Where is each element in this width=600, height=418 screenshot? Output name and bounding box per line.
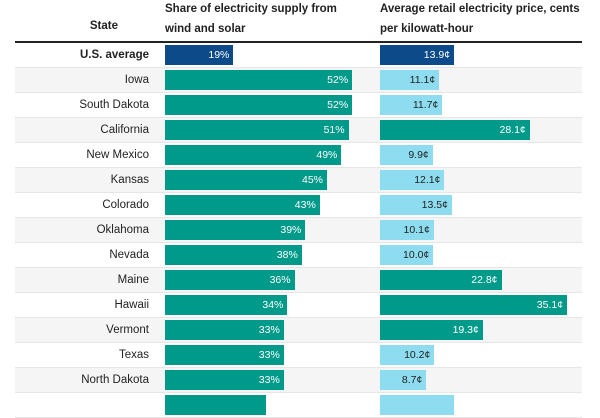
state-label: South Dakota	[79, 99, 149, 111]
price-bar: 9.9¢	[380, 145, 433, 165]
share-bar: 52%	[165, 95, 353, 115]
table-body: U.S. average 19% 13.9¢ Iowa 52% 11.1¢ South Da…	[15, 43, 582, 418]
price-bar: 19.3¢	[380, 320, 483, 340]
price-bar: 10.0¢	[380, 245, 434, 265]
price-bar: 28.1¢	[380, 120, 530, 140]
share-bar: 45%	[165, 170, 327, 190]
state-label: Oklahoma	[96, 224, 149, 236]
state-label: California	[100, 124, 149, 136]
header-share: Share of electricity supply from wind an…	[165, 3, 337, 35]
share-bar: 36%	[165, 270, 295, 290]
share-bar: 38%	[165, 245, 302, 265]
share-bar: 33%	[165, 320, 284, 340]
header-price: Average retail electricity price, cents …	[380, 3, 580, 35]
header-state: State	[89, 20, 118, 32]
state-label: Colorado	[102, 199, 149, 211]
table-row: North Dakota 33% 8.7¢	[15, 368, 582, 393]
state-label: Maine	[117, 274, 149, 286]
table-row: Colorado 43% 13.5¢	[15, 193, 582, 218]
price-bar: 22.8¢	[380, 270, 502, 290]
share-bar: 34%	[165, 295, 288, 315]
average-row: U.S. average 19% 13.9¢	[15, 43, 582, 68]
header-rule	[15, 41, 582, 43]
share-bar	[165, 395, 266, 415]
state-label: Vermont	[106, 324, 149, 336]
state-label: North Dakota	[81, 374, 149, 386]
price-bar: 10.1¢	[380, 220, 434, 240]
state-label: Nevada	[109, 249, 149, 261]
table-row: Texas 33% 10.2¢	[15, 343, 582, 368]
state-label: Texas	[118, 349, 149, 361]
price-bar: 35.1¢	[380, 295, 568, 315]
price-bar: 13.5¢	[380, 195, 452, 215]
table-row: California 51% 28.1¢	[15, 118, 582, 143]
state-label: Hawaii	[114, 299, 149, 311]
state-label: Kansas	[110, 174, 149, 186]
table-row	[15, 393, 582, 418]
share-bar: 43%	[165, 195, 320, 215]
price-bar	[380, 395, 454, 415]
price-bar: 12.1¢	[380, 170, 445, 190]
table-row: Nevada 38% 10.0¢	[15, 243, 582, 268]
price-bar: 8.7¢	[380, 370, 427, 390]
share-bar: 39%	[165, 220, 306, 240]
table-row: Vermont 33% 19.3¢	[15, 318, 582, 343]
share-bar: 51%	[165, 120, 349, 140]
table-row: South Dakota 52% 11.7¢	[15, 93, 582, 118]
price-bar: 13.9¢	[380, 45, 455, 65]
share-bar: 49%	[165, 145, 342, 165]
share-bar: 33%	[165, 370, 284, 390]
table-row: New Mexico 49% 9.9¢	[15, 143, 582, 168]
table-row: Oklahoma 39% 10.1¢	[15, 218, 582, 243]
state-label: U.S. average	[79, 49, 149, 61]
price-bar: 11.1¢	[380, 70, 440, 90]
price-bar: 11.7¢	[380, 95, 443, 115]
share-bar: 33%	[165, 345, 284, 365]
table-row: Hawaii 34% 35.1¢	[15, 293, 582, 318]
table-row: Kansas 45% 12.1¢	[15, 168, 582, 193]
state-label: New Mexico	[86, 149, 149, 161]
state-label: Iowa	[124, 74, 149, 86]
table-row: Maine 36% 22.8¢	[15, 268, 582, 293]
price-bar: 10.2¢	[380, 345, 435, 365]
table-row: Iowa 52% 11.1¢	[15, 68, 582, 93]
share-bar: 19%	[165, 45, 234, 65]
share-bar: 52%	[165, 70, 353, 90]
